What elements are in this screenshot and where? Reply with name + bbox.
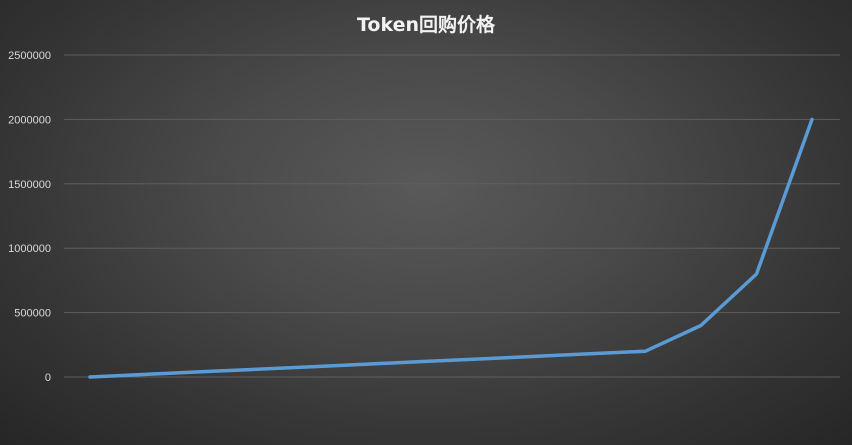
y-tick-label-500000: 500000	[14, 308, 51, 320]
series-line-0	[88, 117, 814, 379]
y-tick-label-1000000: 1000000	[8, 243, 51, 255]
series-layer	[88, 117, 814, 379]
y-tick-label-2000000: 2000000	[8, 114, 51, 126]
y-tick-label-1500000: 1500000	[8, 179, 51, 191]
y-axis-tick-labels: 0 500000 1000000 1500000 2000000 2500000	[8, 50, 51, 384]
y-tick-label-2500000: 2500000	[8, 50, 51, 62]
gridlines	[64, 54, 840, 378]
y-tick-label-0: 0	[45, 372, 51, 384]
chart-title: Token回购价格	[357, 13, 496, 36]
